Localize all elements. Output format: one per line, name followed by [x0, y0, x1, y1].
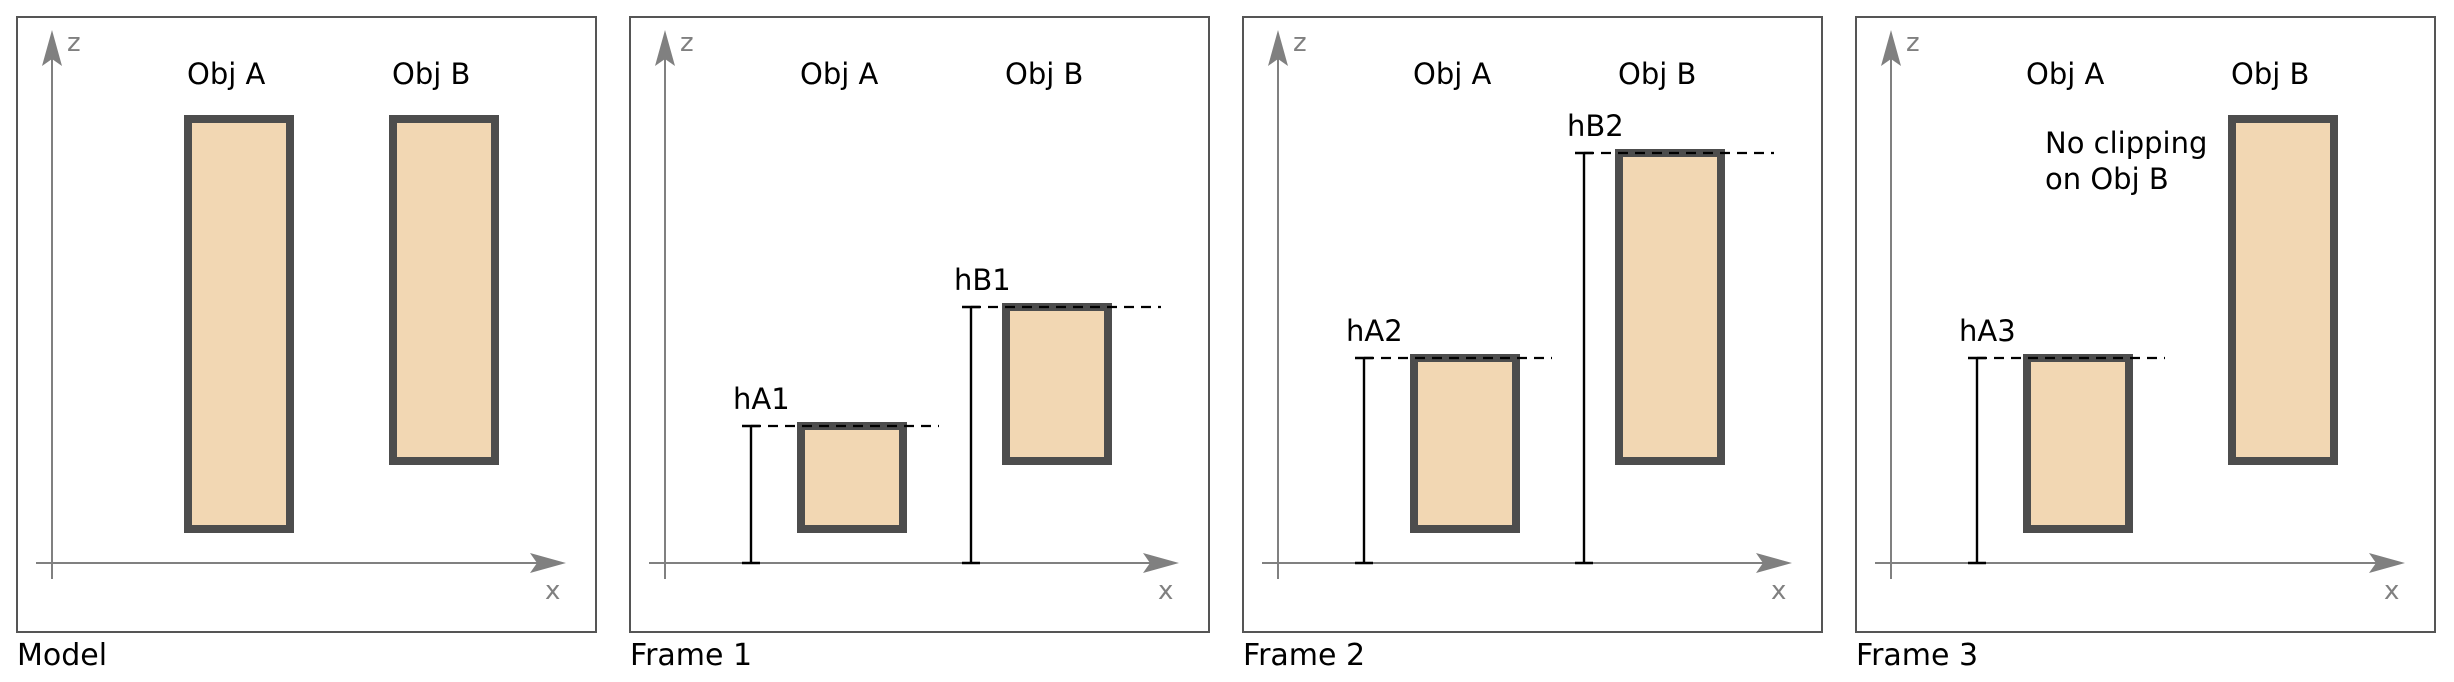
obj-a-label: Obj A	[2026, 57, 2105, 91]
x-axis-label: x	[545, 576, 560, 606]
z-axis-label: z	[67, 28, 81, 58]
panel-frame	[629, 16, 1210, 633]
z-axis-label: z	[1906, 28, 1920, 58]
obj-b-label: Obj B	[392, 57, 470, 91]
obj-b-rect	[1002, 303, 1112, 465]
z-axis-arrow-icon	[1881, 30, 1901, 66]
x-axis-label: x	[1158, 576, 1173, 606]
obj-b-label: Obj B	[1005, 57, 1083, 91]
height-label-a: hA2	[1346, 314, 1403, 348]
panel-caption: Frame 1	[630, 638, 752, 673]
panel-frame	[1855, 16, 2436, 633]
obj-b-rect	[1615, 149, 1725, 465]
x-axis-arrow-icon	[1143, 553, 1179, 573]
height-label-a: hA1	[733, 382, 790, 416]
z-axis-label: z	[1293, 28, 1307, 58]
obj-a-rect	[797, 422, 907, 533]
x-axis-arrow-icon	[1756, 553, 1792, 573]
obj-a-label: Obj A	[800, 57, 879, 91]
obj-b-label: Obj B	[1618, 57, 1696, 91]
z-axis-arrow-icon	[1268, 30, 1288, 66]
panel-caption: Model	[17, 638, 107, 673]
obj-a-rect	[2023, 354, 2133, 533]
panel-frame-3: z x Obj A Obj B hA3 No clipping on Obj B…	[1855, 16, 2436, 673]
height-label-b: hB1	[954, 263, 1011, 297]
x-axis-label: x	[1771, 576, 1786, 606]
panel-caption: Frame 3	[1856, 638, 1978, 673]
no-clipping-note-line-2: on Obj B	[2045, 162, 2169, 196]
obj-b-rect	[2228, 115, 2338, 465]
panel-frame-1: z x Obj A Obj B hA1 hB1 Frame 1	[629, 16, 1210, 673]
obj-b-rect	[389, 115, 499, 465]
x-axis-label: x	[2384, 576, 2399, 606]
z-axis-arrow-icon	[655, 30, 675, 66]
panel-frame	[1242, 16, 1823, 633]
z-axis-label: z	[680, 28, 694, 58]
no-clipping-note-line-1: No clipping	[2045, 126, 2207, 160]
height-label-a: hA3	[1959, 314, 2016, 348]
obj-a-rect	[1410, 354, 1520, 533]
obj-b-label: Obj B	[2231, 57, 2309, 91]
obj-a-label: Obj A	[1413, 57, 1492, 91]
obj-a-label: Obj A	[187, 57, 266, 91]
panel-frame-2: z x Obj A Obj B hA2 hB2 Frame 2	[1242, 16, 1823, 673]
obj-a-rect	[184, 115, 294, 533]
x-axis-arrow-icon	[530, 553, 566, 573]
x-axis-arrow-icon	[2369, 553, 2405, 573]
panel-frame	[16, 16, 597, 633]
panel-caption: Frame 2	[1243, 638, 1365, 673]
panel-model: z x Obj A Obj B Model	[16, 16, 597, 673]
z-axis-arrow-icon	[42, 30, 62, 66]
height-label-b: hB2	[1567, 109, 1624, 143]
